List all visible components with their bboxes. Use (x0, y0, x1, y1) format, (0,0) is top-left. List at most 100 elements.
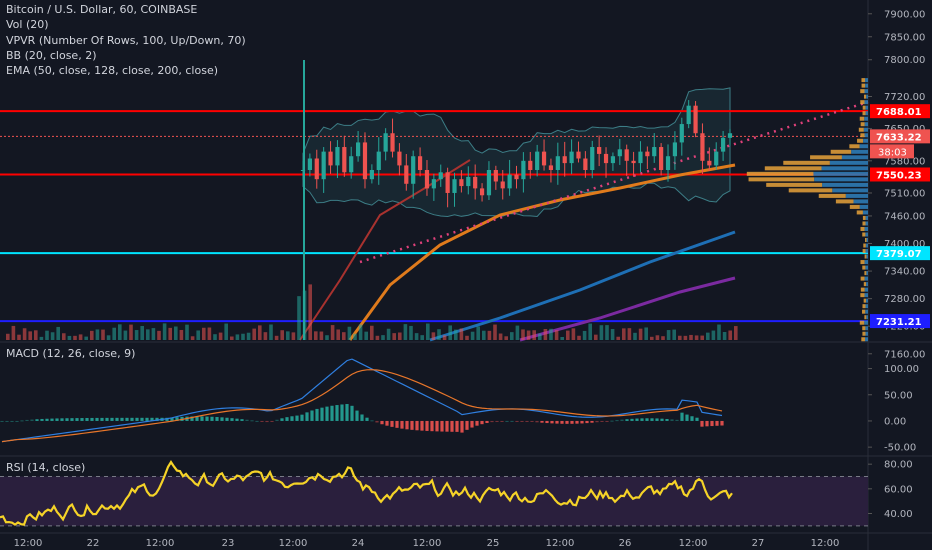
candle-body (597, 147, 602, 154)
legend-vpvr[interactable]: VPVR (Number Of Rows, 100, Up/Down, 70) (6, 33, 246, 47)
vpvr-down-bar (865, 78, 868, 83)
macd-histogram-bar (465, 420, 469, 430)
macd-histogram-bar (680, 412, 684, 421)
macd-histogram-bar (35, 419, 39, 421)
vpvr-up-bar (818, 193, 846, 198)
macd-histogram-bar (470, 420, 474, 428)
legend-vol[interactable]: Vol (20) (6, 18, 49, 32)
legend-ema[interactable]: EMA (50, close, 128, close, 200, close) (6, 64, 218, 78)
rsi-pane-title[interactable]: RSI (14, close) (6, 461, 86, 474)
vpvr-up-bar (861, 78, 866, 83)
macd-histogram-bar (55, 418, 59, 421)
candle-body (714, 151, 719, 166)
macd-histogram-bar (525, 420, 529, 422)
macd-histogram-bar (285, 417, 289, 421)
vpvr-down-bar (865, 232, 868, 237)
volume-bar (722, 331, 727, 340)
candle-body (693, 105, 698, 134)
macd-histogram-bar (410, 420, 414, 430)
rsi-axis-label: 40.00 (884, 509, 913, 520)
volume-bar (398, 332, 402, 340)
vpvr-up-bar (783, 160, 830, 165)
volume-bar (717, 324, 721, 340)
vpvr-down-bar (863, 138, 868, 143)
time-axis-label: 27 (752, 538, 765, 549)
candle-body (528, 160, 533, 170)
ema-fast-line (299, 159, 471, 341)
macd-histogram-bar (50, 418, 54, 421)
vpvr-up-bar (830, 149, 852, 154)
volume-bar (112, 327, 116, 340)
macd-histogram-bar (290, 416, 294, 421)
volume-bar (515, 325, 520, 340)
volume-bar (34, 330, 38, 340)
candle-body (328, 151, 333, 166)
volume-bar (448, 325, 452, 340)
candle-body (617, 149, 622, 157)
time-axis-label: 26 (619, 538, 632, 549)
candle-body (342, 147, 347, 173)
vpvr-up-bar (864, 254, 867, 259)
vpvr-down-bar (865, 243, 868, 248)
macd-histogram-bar (655, 418, 659, 421)
macd-histogram-bar (570, 420, 574, 424)
macd-histogram-bar (620, 419, 624, 421)
volume-bar (498, 333, 503, 340)
macd-pane-title[interactable]: MACD (12, 26, close, 9) (6, 347, 136, 360)
volume-bar (230, 336, 234, 340)
candle-body (452, 179, 457, 193)
vpvr-up-bar (856, 210, 863, 215)
macd-histogram-bar (480, 420, 484, 425)
vpvr-up-bar (863, 243, 866, 248)
volume-bar (420, 335, 424, 340)
vpvr-up-bar (862, 111, 866, 116)
level-label: 7633.22 (876, 132, 922, 143)
candle-body (700, 133, 705, 161)
candle-body (659, 147, 664, 170)
price-axis-label: 7160.00 (884, 349, 925, 360)
time-axis-label: 12:00 (14, 538, 43, 549)
legend-bb[interactable]: BB (20, close, 2) (6, 48, 97, 62)
macd-histogram-bar (510, 420, 514, 422)
volume-bar (73, 335, 77, 340)
legend-symbol[interactable]: Bitcoin / U.S. Dollar, 60, COINBASE (6, 3, 198, 16)
volume-bar (442, 335, 447, 340)
vpvr-down-bar (864, 116, 868, 121)
vpvr-down-bar (821, 166, 868, 171)
macd-histogram-bar (665, 418, 669, 421)
macd-histogram-bar (295, 415, 299, 421)
macd-histogram-bar (345, 404, 349, 421)
candle-body (576, 151, 581, 159)
macd-histogram-bar (175, 417, 179, 421)
vpvr-down-bar (864, 226, 868, 231)
volume-bar (487, 330, 492, 340)
macd-histogram-bar (310, 410, 314, 421)
macd-histogram-bar (500, 420, 504, 422)
candle-body (466, 176, 471, 187)
volume-bar (101, 329, 105, 340)
vpvr-down-bar (864, 100, 868, 105)
vpvr-up-bar (849, 144, 860, 149)
time-axis-label: 12:00 (146, 538, 175, 549)
candle-body (417, 156, 423, 170)
volume-bar (616, 336, 620, 340)
macd-histogram-bar (320, 407, 324, 421)
volume-bar (650, 336, 654, 340)
volume-bar (644, 327, 648, 340)
vpvr-up-bar (860, 287, 865, 292)
price-axis-label: 7400.00 (884, 239, 925, 250)
vpvr-up-bar (861, 83, 866, 88)
macd-histogram-bar (205, 416, 209, 421)
macd-histogram-bar (40, 418, 44, 421)
vpvr-up-bar (860, 100, 865, 105)
time-axis-label: 12:00 (279, 538, 308, 549)
volume-bar (493, 324, 497, 340)
macd-histogram-bar (460, 420, 464, 433)
macd-axis-label: 100.00 (884, 364, 919, 375)
macd-histogram-bar (200, 416, 204, 421)
vpvr-down-bar (859, 144, 868, 149)
volume-bar (599, 325, 604, 340)
candle-body (355, 142, 361, 157)
